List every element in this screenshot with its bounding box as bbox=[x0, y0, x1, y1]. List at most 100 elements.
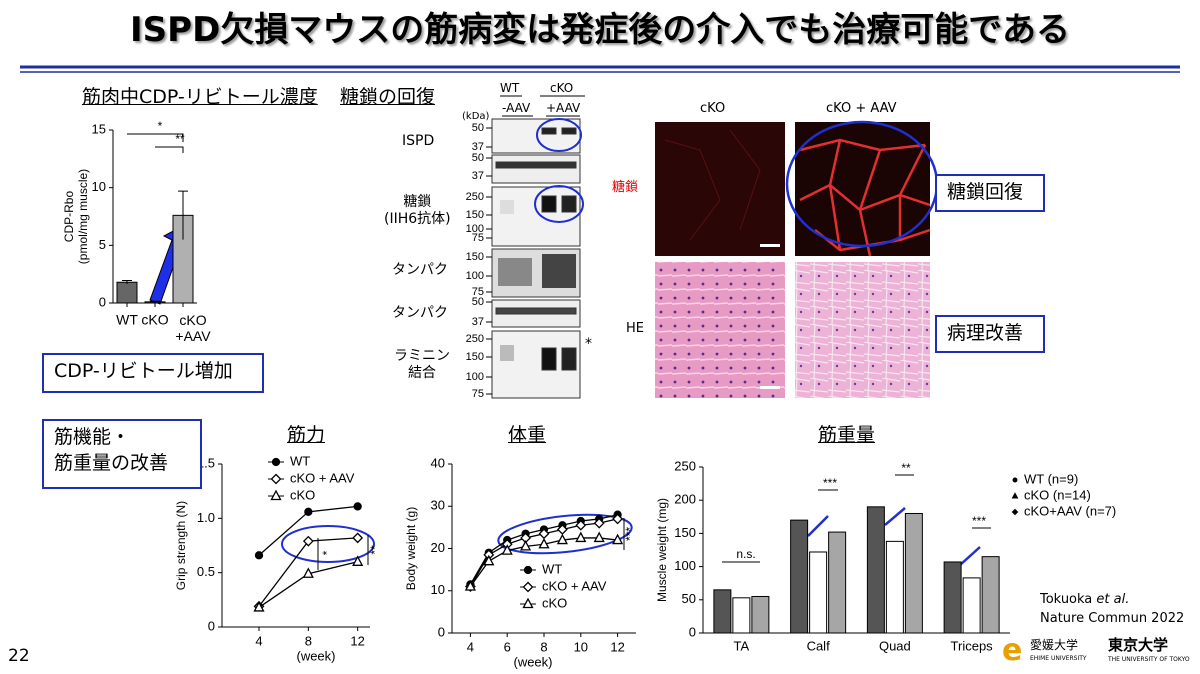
logo-text: 愛媛大学 bbox=[1030, 638, 1079, 652]
legend-label: cKO (n=14) bbox=[1024, 487, 1091, 502]
significance-label: *** bbox=[972, 514, 986, 528]
highlight-ellipse bbox=[281, 525, 375, 563]
row-label: HE bbox=[626, 321, 644, 336]
y-axis-label: Muscle weight (mg) bbox=[655, 498, 669, 602]
kda-marker: 37 bbox=[472, 170, 484, 182]
x-tick-label: 10 bbox=[574, 639, 588, 654]
citation-authors: Tokuoka bbox=[1040, 592, 1093, 607]
y-tick-label: 30 bbox=[431, 498, 445, 513]
marker bbox=[593, 531, 605, 543]
significance-bracket bbox=[155, 146, 184, 153]
bar bbox=[751, 595, 770, 634]
micrographs bbox=[655, 122, 931, 398]
y-tick-label: 0 bbox=[438, 624, 445, 639]
kda-marker: 250 bbox=[466, 333, 484, 345]
bar bbox=[116, 281, 138, 304]
blot-header: WT bbox=[500, 81, 520, 95]
x-tick-label: cKO +AAV bbox=[175, 312, 211, 344]
kda-marker: 50 bbox=[472, 296, 484, 308]
slide-title: ISPD欠損マウスの筋病変は発症後の介入でも治療可能である bbox=[130, 10, 1070, 50]
blot-header: cKO bbox=[550, 81, 574, 95]
logo-text: THE UNIVERSITY OF TOKYO bbox=[1108, 656, 1190, 663]
y-tick-label: 5 bbox=[99, 237, 106, 252]
x-tick-label: 4 bbox=[467, 639, 474, 654]
legend-marker bbox=[523, 565, 533, 575]
legend-marker bbox=[522, 597, 534, 609]
legend-marker bbox=[1012, 477, 1018, 483]
error-bar bbox=[150, 300, 160, 303]
significance-label: ** bbox=[368, 545, 382, 555]
error-bar bbox=[178, 190, 188, 240]
x-tick-label: Triceps bbox=[951, 638, 994, 653]
legend-label: WT bbox=[542, 561, 562, 576]
marker bbox=[501, 544, 513, 555]
y-tick-label: 100 bbox=[674, 558, 696, 573]
chart-title: 体重 bbox=[508, 424, 547, 446]
bar bbox=[962, 577, 981, 634]
significance-label: * bbox=[320, 550, 334, 555]
kda-marker: 50 bbox=[472, 122, 484, 134]
x-tick-label: WT bbox=[116, 312, 138, 328]
y-tick-label: 15 bbox=[92, 121, 106, 136]
bar bbox=[885, 540, 904, 634]
legend-label: WT bbox=[290, 453, 310, 468]
legend-label: cKO + AAV bbox=[290, 470, 355, 485]
y-tick-label: 200 bbox=[674, 492, 696, 507]
kda-marker: 37 bbox=[472, 316, 484, 328]
blot-star: * bbox=[585, 336, 592, 352]
legend-label: cKO+AAV (n=7) bbox=[1024, 503, 1116, 518]
marker bbox=[483, 554, 495, 566]
bar bbox=[943, 561, 962, 634]
bar bbox=[981, 556, 1000, 634]
x-tick-label: cKO bbox=[141, 312, 168, 328]
chart-title: 筋力 bbox=[287, 424, 326, 446]
x-tick-label: 8 bbox=[305, 633, 312, 648]
y-axis-label: CDP-Rbo(pmol/mg muscle) bbox=[62, 169, 90, 264]
marker bbox=[352, 555, 364, 566]
legend-label: cKO bbox=[542, 595, 567, 610]
blot-label: タンパク bbox=[392, 262, 448, 278]
bar bbox=[790, 519, 809, 634]
y-tick-label: 1.0 bbox=[197, 510, 215, 525]
citation-etal: et al. bbox=[1096, 592, 1130, 607]
marker bbox=[304, 507, 313, 516]
significance-label: *** bbox=[823, 476, 837, 490]
legend-marker bbox=[1011, 508, 1019, 516]
bar bbox=[904, 512, 923, 634]
legend-marker bbox=[270, 489, 282, 501]
section-title: 糖鎖の回復 bbox=[340, 86, 436, 108]
x-axis-label: (week) bbox=[513, 654, 552, 669]
bar bbox=[866, 506, 885, 634]
y-tick-label: 50 bbox=[682, 591, 696, 606]
y-tick-label: 10 bbox=[92, 179, 106, 194]
x-tick-label: 6 bbox=[504, 639, 511, 654]
section-title: 筋肉中CDP-リビトール濃度 bbox=[82, 86, 318, 108]
legend-marker bbox=[1011, 492, 1019, 499]
marker bbox=[353, 502, 362, 511]
marker bbox=[612, 533, 624, 545]
significance-label: * bbox=[158, 119, 163, 133]
slide-number: 22 bbox=[8, 646, 30, 666]
marker bbox=[575, 519, 587, 531]
logo-text: 東京大学 bbox=[1108, 636, 1169, 654]
significance-label: ** bbox=[901, 461, 911, 475]
kda-marker: 100 bbox=[466, 270, 484, 282]
bar bbox=[809, 551, 828, 634]
row-label: 糖鎖 bbox=[612, 180, 639, 195]
kda-marker: 250 bbox=[466, 191, 484, 203]
callout-box: CDP-リビトール増加 bbox=[42, 353, 264, 393]
highlight-ellipse bbox=[497, 513, 633, 555]
callout-box: 筋機能・ 筋重量の改善 bbox=[42, 419, 202, 489]
legend-marker bbox=[270, 473, 282, 485]
marker bbox=[302, 567, 314, 578]
logo-text: EHIME UNIVERSITY bbox=[1030, 655, 1087, 662]
x-tick-label: 12 bbox=[610, 639, 624, 654]
marker bbox=[302, 535, 314, 547]
column-label: cKO + AAV bbox=[826, 101, 897, 116]
x-tick-label: Quad bbox=[879, 638, 911, 653]
x-tick-label: TA bbox=[734, 638, 750, 653]
marker bbox=[575, 531, 587, 543]
citation-journal: Nature Commun 2022 bbox=[1040, 611, 1185, 626]
